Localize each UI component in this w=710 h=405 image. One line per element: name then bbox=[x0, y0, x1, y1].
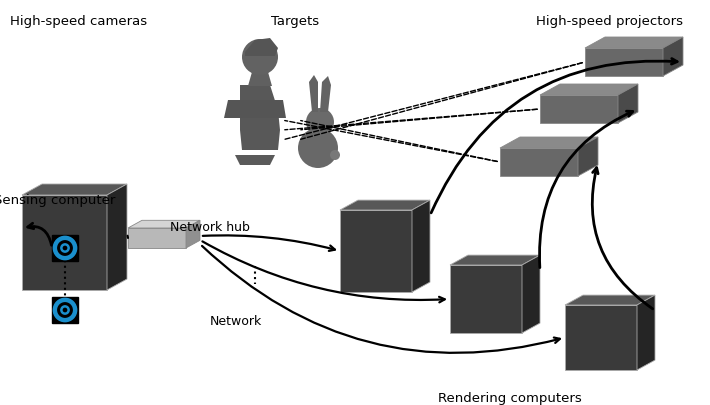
Circle shape bbox=[298, 128, 338, 168]
Polygon shape bbox=[578, 137, 598, 176]
Circle shape bbox=[306, 108, 334, 136]
Text: Network: Network bbox=[210, 315, 262, 328]
Text: Sensing computer: Sensing computer bbox=[0, 194, 116, 207]
Circle shape bbox=[242, 39, 278, 75]
Polygon shape bbox=[500, 148, 578, 176]
FancyBboxPatch shape bbox=[52, 235, 78, 261]
Polygon shape bbox=[128, 228, 186, 248]
Polygon shape bbox=[585, 37, 683, 48]
Text: Rendering computers: Rendering computers bbox=[438, 392, 582, 405]
Polygon shape bbox=[663, 37, 683, 76]
Polygon shape bbox=[245, 38, 278, 56]
Polygon shape bbox=[450, 265, 522, 333]
Polygon shape bbox=[565, 295, 655, 305]
Polygon shape bbox=[309, 75, 318, 112]
Text: High-speed projectors: High-speed projectors bbox=[537, 15, 684, 28]
Polygon shape bbox=[22, 195, 107, 290]
Polygon shape bbox=[248, 72, 272, 86]
Polygon shape bbox=[500, 137, 598, 148]
Polygon shape bbox=[412, 200, 430, 292]
Polygon shape bbox=[340, 200, 430, 210]
Polygon shape bbox=[320, 76, 331, 112]
Polygon shape bbox=[107, 184, 127, 290]
Text: High-speed cameras: High-speed cameras bbox=[10, 15, 147, 28]
Polygon shape bbox=[540, 84, 638, 95]
Text: Targets: Targets bbox=[271, 15, 319, 28]
Text: Network hub: Network hub bbox=[170, 221, 250, 234]
Polygon shape bbox=[235, 155, 275, 165]
Polygon shape bbox=[450, 255, 540, 265]
Polygon shape bbox=[522, 255, 540, 333]
Polygon shape bbox=[637, 295, 655, 370]
Circle shape bbox=[330, 150, 340, 160]
Polygon shape bbox=[565, 305, 637, 370]
Polygon shape bbox=[585, 48, 663, 76]
Polygon shape bbox=[224, 100, 286, 118]
Polygon shape bbox=[618, 84, 638, 123]
Polygon shape bbox=[22, 184, 127, 195]
Polygon shape bbox=[128, 220, 200, 228]
FancyBboxPatch shape bbox=[52, 297, 78, 323]
Polygon shape bbox=[240, 85, 280, 150]
Polygon shape bbox=[186, 220, 200, 248]
Polygon shape bbox=[540, 95, 618, 123]
Polygon shape bbox=[340, 210, 412, 292]
